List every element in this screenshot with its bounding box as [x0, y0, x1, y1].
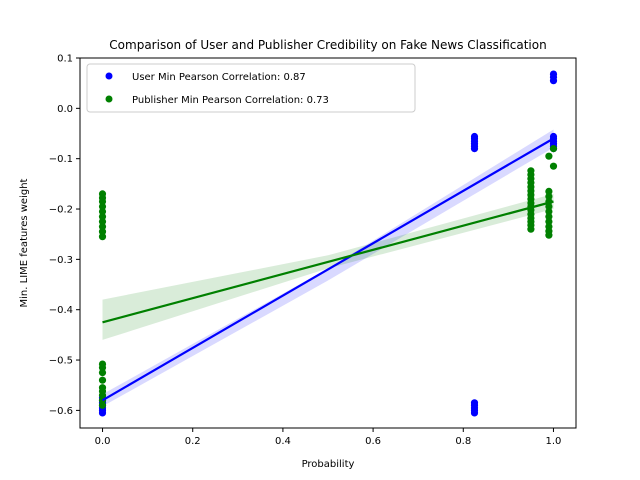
confidence-bands [102, 129, 554, 407]
point-publisher [98, 190, 107, 198]
legend-marker-user [105, 72, 113, 80]
point-publisher [549, 145, 558, 153]
point-publisher [98, 360, 107, 368]
point-publisher [98, 369, 107, 377]
fit-line-publisher [102, 200, 554, 324]
y-tick-label: 0.0 [57, 104, 73, 115]
x-tick-label: 0.2 [185, 436, 201, 447]
legend-marker-publisher [105, 95, 113, 103]
y-tick-label: −0.5 [49, 356, 73, 367]
point-publisher [98, 233, 107, 241]
legend-label-publisher: Publisher Min Pearson Correlation: 0.73 [132, 95, 329, 106]
chart-title: Comparison of User and Publisher Credibi… [109, 38, 546, 52]
fit-line-user [101, 137, 555, 402]
y-axis-label: Min. LIME features weight [19, 178, 30, 307]
x-tick-label: 0.4 [275, 436, 291, 447]
x-axis-label: Probability [302, 459, 355, 470]
x-axis-ticks: 0.0 0.2 0.4 0.6 0.8 1.0 [95, 428, 562, 447]
point-publisher [98, 401, 107, 409]
y-tick-label: −0.2 [49, 205, 73, 216]
point-user [470, 399, 479, 407]
point-publisher [98, 218, 107, 226]
point-user [470, 132, 479, 141]
x-tick-label: 0.8 [455, 436, 471, 447]
point-publisher [98, 384, 107, 392]
point-publisher [98, 213, 107, 221]
point-publisher [549, 162, 558, 170]
plot-frame [79, 57, 577, 429]
y-tick-label: −0.3 [49, 255, 73, 266]
point-publisher [98, 376, 107, 384]
point-publisher [545, 218, 553, 226]
point-publisher [545, 152, 553, 160]
point-publisher [98, 207, 107, 216]
point-publisher [545, 192, 553, 200]
point-publisher [545, 223, 553, 231]
y-tick-label: 0.1 [57, 54, 73, 65]
x-tick-label: 0.0 [95, 436, 111, 447]
point-publisher [545, 187, 553, 195]
point-publisher [98, 228, 107, 236]
y-axis-ticks: −0.6 −0.5 −0.4 −0.3 −0.2 −0.1 0.0 0.1 [49, 54, 80, 417]
data-points [98, 70, 558, 417]
confidence-band-publisher [102, 193, 554, 340]
y-tick-label: −0.6 [49, 406, 73, 417]
legend-label-user: User Min Pearson Correlation: 0.87 [132, 72, 306, 83]
point-publisher [545, 213, 553, 221]
confidence-band-user [102, 129, 554, 407]
point-publisher [98, 223, 107, 231]
point-user [549, 70, 558, 78]
regression-lines [101, 137, 555, 402]
point-publisher [545, 202, 553, 211]
y-tick-label: −0.4 [49, 305, 73, 316]
x-tick-label: 0.6 [365, 436, 381, 447]
point-publisher [98, 202, 107, 211]
y-tick-label: −0.1 [49, 154, 73, 165]
point-publisher [527, 167, 535, 175]
x-tick-label: 1.0 [546, 436, 562, 447]
legend-box [86, 63, 416, 113]
point-publisher [545, 207, 553, 216]
legend: User Min Pearson Correlation: 0.87 Publi… [86, 63, 416, 113]
